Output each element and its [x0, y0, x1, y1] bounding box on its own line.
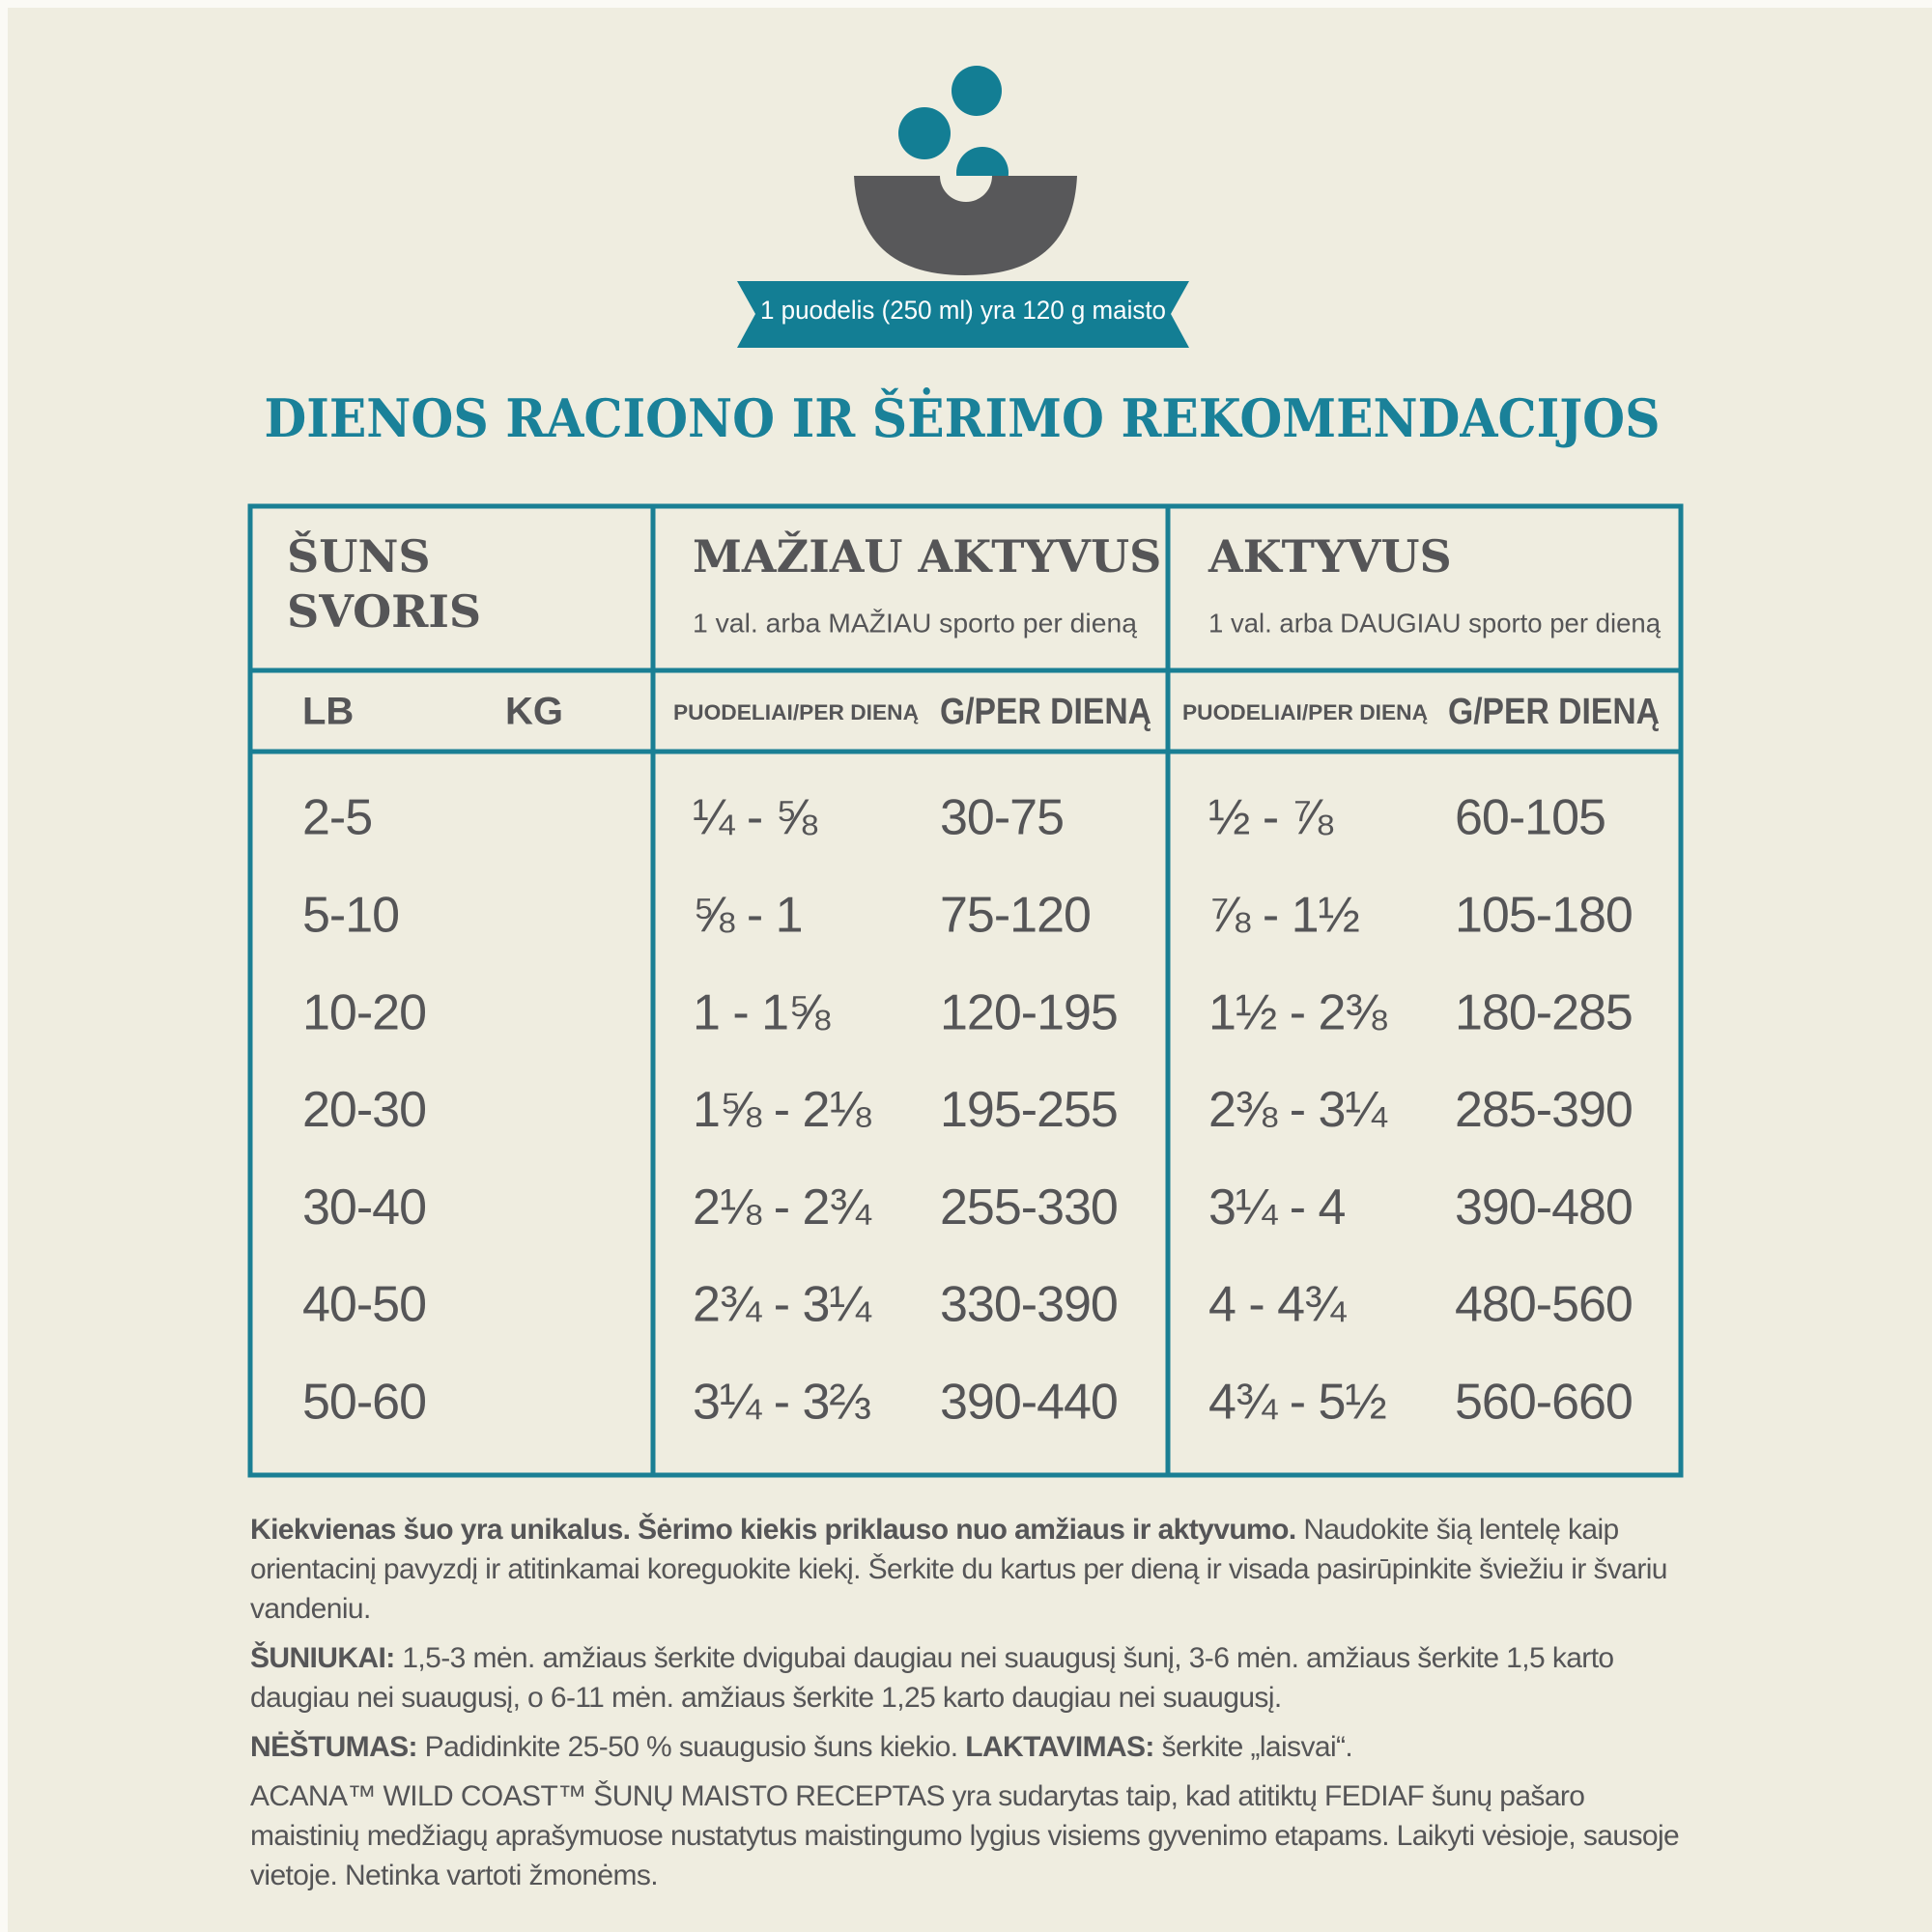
- cell: 560-660: [1455, 1375, 1633, 1431]
- column-header: LB: [302, 691, 354, 733]
- cell: 1 - 1⅝: [693, 984, 831, 1040]
- note-text: Naudokite šią lentelę kaip orientacinį p…: [250, 1514, 1668, 1625]
- cell: 3¼ - 3⅔: [693, 1375, 870, 1431]
- cell: 30-75: [940, 790, 1064, 846]
- cell: 390-480: [1455, 1179, 1633, 1236]
- group-title: MAŽIAU AKTYVUS: [693, 529, 1161, 582]
- cell: 75-120: [940, 888, 1091, 944]
- cell: ⅞ - 1½: [1208, 888, 1359, 944]
- cell: 105-180: [1455, 888, 1633, 944]
- cell: 180-285: [1455, 984, 1633, 1040]
- table-border: [247, 503, 1684, 1478]
- cell: 390-440: [940, 1375, 1118, 1431]
- note-text: 1,5-3 mėn. amžiaus šerkite dvigubai daug…: [250, 1642, 1614, 1714]
- bowl: [854, 176, 1077, 275]
- column-header: PUODELIAI/PER DIENĄ: [1182, 700, 1428, 724]
- cell: 120-195: [940, 984, 1118, 1040]
- kibble: [952, 66, 1002, 116]
- cell: 195-255: [940, 1082, 1118, 1138]
- note: Kiekvienas šuo yra unikalus. Šėrimo kiek…: [250, 1510, 1680, 1629]
- note-text: ACANA™ WILD COAST™ ŠUNŲ MAISTO RECEPTAS …: [250, 1780, 1680, 1891]
- cell: ½ - ⅞: [1208, 790, 1334, 846]
- banner-text: 1 puodelis (250 ml) yra 120 g maisto: [760, 296, 1166, 325]
- cell: ⅝ - 1: [693, 888, 803, 944]
- cell: 5-10: [302, 888, 399, 944]
- cell: 330-390: [940, 1277, 1118, 1333]
- note-text: Kiekvienas šuo yra unikalus. Šėrimo kiek…: [250, 1514, 1296, 1546]
- cell: 2¾ - 3¼: [693, 1277, 871, 1333]
- cell: 20-30: [302, 1082, 426, 1138]
- column-header: G/PER DIENĄ: [940, 692, 1151, 732]
- note: ACANA™ WILD COAST™ ŠUNŲ MAISTO RECEPTAS …: [250, 1776, 1680, 1895]
- group-subtitle: 1 val. arba DAUGIAU sporto per dieną: [1208, 608, 1661, 638]
- column-header: G/PER DIENĄ: [1448, 692, 1660, 732]
- cell: 2-5: [302, 790, 372, 846]
- group-title: AKTYVUS: [1208, 530, 1452, 582]
- cell: 285-390: [1455, 1082, 1633, 1138]
- cell: 3¼ - 4: [1208, 1179, 1345, 1236]
- notes: Kiekvienas šuo yra unikalus. Šėrimo kiek…: [250, 1510, 1680, 1905]
- cell: 50-60: [302, 1375, 426, 1431]
- cell: 60-105: [1455, 790, 1605, 846]
- note-text: LAKTAVIMAS:: [965, 1731, 1154, 1763]
- cell: 4¾ - 5½: [1208, 1375, 1386, 1431]
- note-text: šerkite „laisvai“.: [1153, 1731, 1353, 1763]
- cell: 2⅜ - 3¼: [1208, 1082, 1387, 1138]
- note-text: ŠUNIUKAI:: [250, 1642, 395, 1674]
- cell: 480-560: [1455, 1277, 1633, 1333]
- column-header: PUODELIAI/PER DIENĄ: [673, 700, 919, 724]
- weight-title: ŠUNS: [287, 529, 431, 582]
- cell: 4 - 4¾: [1208, 1277, 1347, 1333]
- weight-title: SVORIS: [287, 585, 481, 638]
- column-header: KG: [505, 691, 563, 733]
- kibble-gap: [940, 176, 992, 202]
- cell: 1⅝ - 2⅛: [693, 1082, 871, 1138]
- banner: [737, 281, 1189, 348]
- cell: 10-20: [302, 984, 426, 1040]
- cell: 1½ - 2⅜: [1208, 984, 1387, 1040]
- group-subtitle: 1 val. arba MAŽIAU sporto per dieną: [693, 608, 1137, 638]
- cell: 255-330: [940, 1179, 1118, 1236]
- cell: 40-50: [302, 1277, 426, 1333]
- cell: ¼ - ⅝: [693, 790, 818, 846]
- note-text: NĖŠTUMAS:: [250, 1731, 418, 1763]
- note-text: Padidinkite 25-50 % suaugusio šuns kieki…: [416, 1731, 966, 1763]
- title: DIENOS RACIONO IR ŠĖRIMO REKOMENDACIJOS: [265, 386, 1661, 449]
- note: NĖŠTUMAS: Padidinkite 25-50 % suaugusio …: [250, 1727, 1680, 1767]
- kibble: [898, 107, 951, 159]
- note: ŠUNIUKAI: 1,5-3 mėn. amžiaus šerkite dvi…: [250, 1638, 1680, 1718]
- table: [247, 503, 1684, 1478]
- cell: 2⅛ - 2¾: [693, 1179, 871, 1236]
- cell: 30-40: [302, 1179, 426, 1236]
